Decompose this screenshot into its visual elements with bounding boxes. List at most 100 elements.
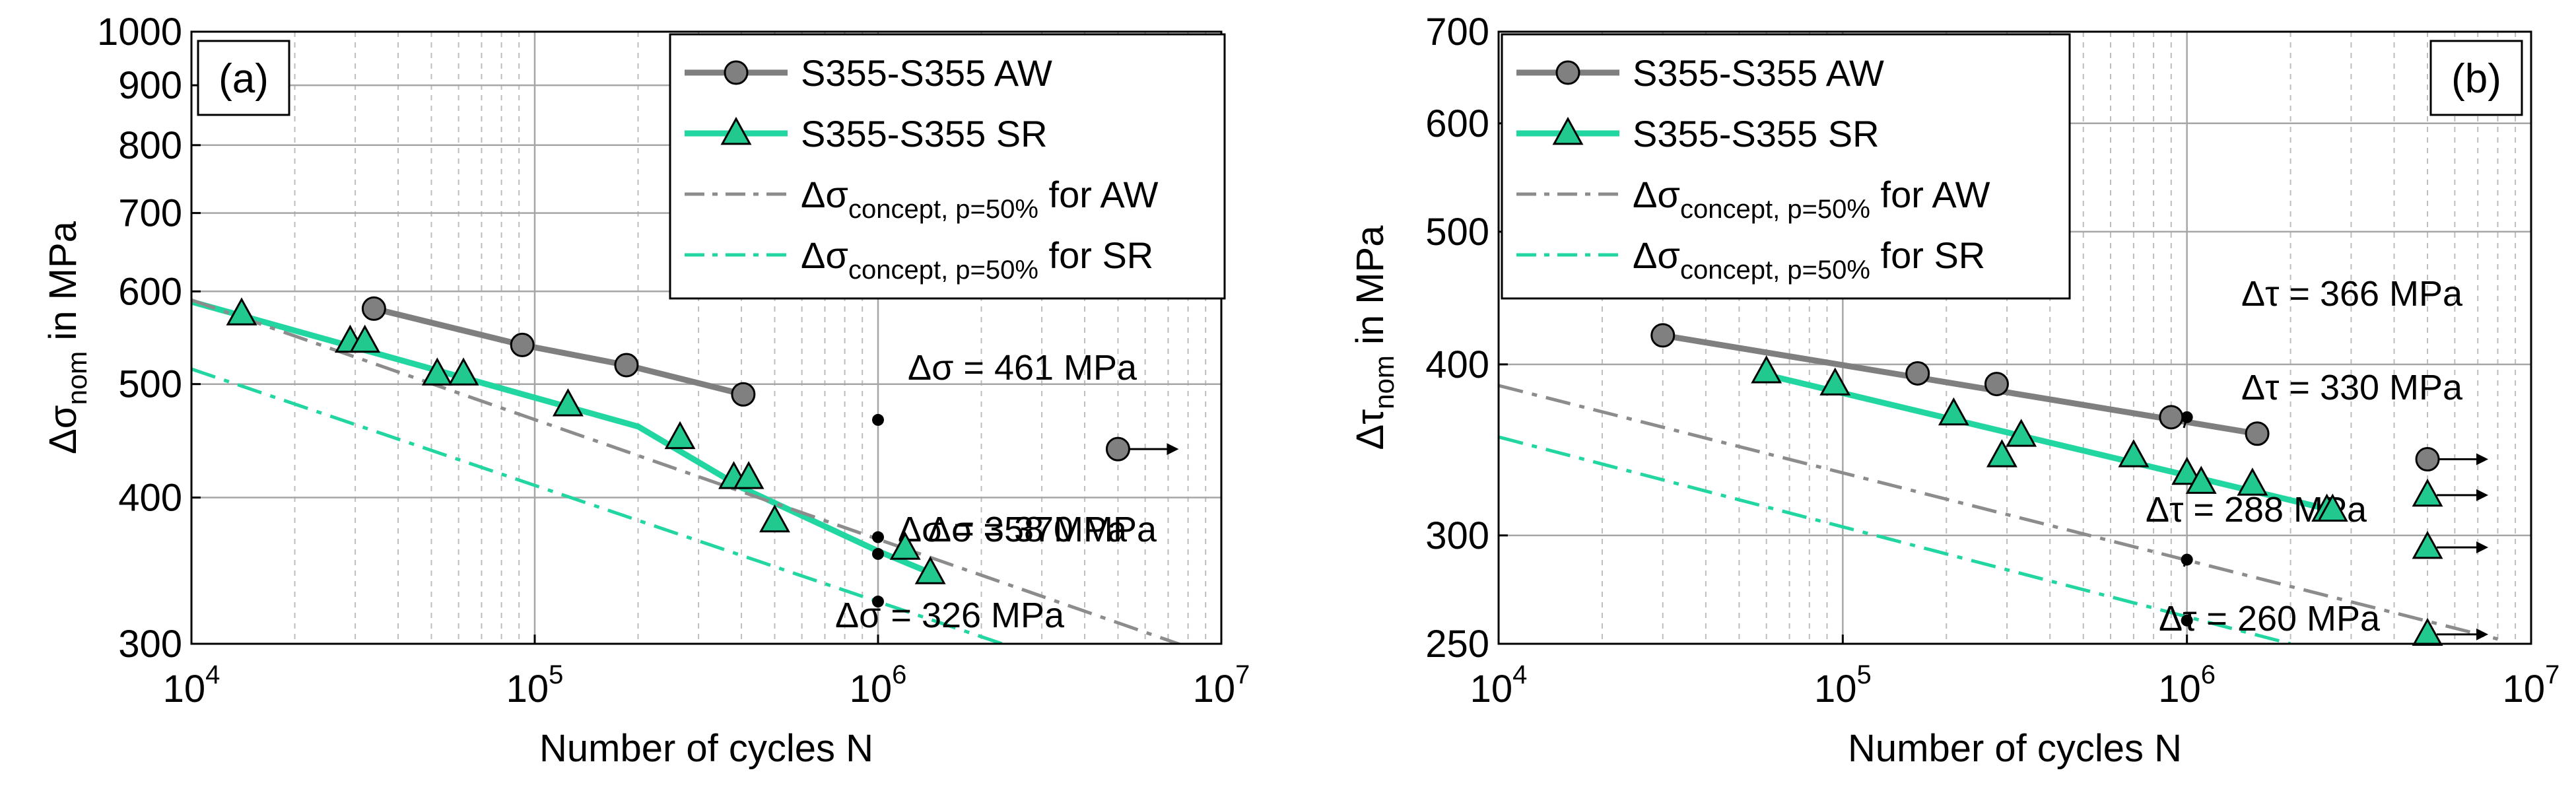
x-tick-exponent: 4 <box>205 660 220 689</box>
x-tick-label: 104 <box>163 660 220 710</box>
curve-aw-mean-curve <box>373 306 744 398</box>
legend-label-base: Δσ <box>1633 174 1680 215</box>
y-tick-label: 700 <box>118 192 182 235</box>
legend-label: Δσconcept, p=50% for SR <box>801 234 1153 285</box>
data-point <box>2245 421 2270 446</box>
legend-label-subscript: concept, p=50% <box>1680 256 1870 285</box>
x-tick-base: 10 <box>506 668 549 710</box>
x-tick-base: 10 <box>1470 668 1513 710</box>
curve-aw-concept-curve <box>191 298 1184 644</box>
data-series <box>1650 323 2489 646</box>
x-tick-label: 106 <box>2158 660 2216 710</box>
data-point <box>1105 436 1130 462</box>
y-tick-label: 250 <box>1425 623 1489 666</box>
y-axis-title-rest: in MPa <box>42 221 85 351</box>
x-tick-base: 10 <box>2158 668 2201 710</box>
legend-label: S355-S355 SR <box>1633 113 1880 155</box>
legend-label: S355-S355 AW <box>1633 52 1884 94</box>
data-point <box>2412 478 2443 507</box>
x-tick-label: 104 <box>1470 660 1528 710</box>
y-axis-title-base: Δσ <box>42 405 85 454</box>
legend-label-base: Δσ <box>1633 234 1680 276</box>
legend-swatch-marker <box>1552 116 1584 145</box>
annotation-label: Δτ = 260 MPa <box>2159 599 2381 639</box>
y-axis-title: Δτnom in MPa <box>1349 225 1400 450</box>
runout-arrow-head <box>2476 489 2489 501</box>
data-point <box>448 357 479 386</box>
y-tick-label: 600 <box>1425 102 1489 145</box>
legend-label: S355-S355 AW <box>801 52 1052 94</box>
legend-swatch-marker <box>724 60 749 85</box>
legend-label-rest: for SR <box>1038 234 1153 276</box>
y-tick-label: 300 <box>118 623 182 666</box>
annotation-label: Δτ = 366 MPa <box>2241 274 2463 314</box>
data-point <box>1984 372 2009 397</box>
y-tick-label: 500 <box>1425 211 1489 254</box>
legend-label: Δσconcept, p=50% for AW <box>801 174 1159 224</box>
y-tick-label: 1000 <box>97 11 182 53</box>
annotation-dot <box>872 596 884 608</box>
data-point <box>1650 323 1676 348</box>
legend-label: Δσconcept, p=50% for SR <box>1633 234 1985 285</box>
x-tick-label: 107 <box>1193 660 1250 710</box>
data-point <box>1938 397 1969 426</box>
curve-sr-mean-curve <box>1765 372 2334 514</box>
data-point <box>2412 617 2443 646</box>
x-tick-base: 10 <box>163 668 206 710</box>
annotation-dot <box>872 547 884 560</box>
data-point <box>2185 466 2217 494</box>
x-tick-base: 10 <box>2503 668 2546 710</box>
legend-label-subscript: concept, p=50% <box>1680 195 1870 224</box>
y-axis-title-subscript: nom <box>61 351 92 405</box>
curve-aw-mean-curve <box>1662 332 2258 437</box>
legend-label-rest: for AW <box>1038 174 1159 215</box>
data-point <box>2237 467 2268 496</box>
x-tick-label: 105 <box>506 660 564 710</box>
curves <box>1499 332 2499 644</box>
data-point <box>421 357 453 386</box>
legend-swatch-marker <box>1555 60 1580 85</box>
data-point <box>2317 493 2348 522</box>
data-point <box>889 532 921 560</box>
panel-label: (a) <box>219 56 269 102</box>
data-point <box>2412 530 2443 559</box>
annotation-label: Δσ = 370 MPa <box>928 510 1157 549</box>
x-tick-exponent: 6 <box>892 660 906 689</box>
y-axis-title-rest: in MPa <box>1349 225 1392 355</box>
data-point <box>914 556 946 584</box>
annotation-dot <box>2181 411 2193 423</box>
y-tick-label: 800 <box>118 124 182 167</box>
data-point <box>733 461 764 489</box>
annotation-label: Δτ = 330 MPa <box>2241 368 2463 407</box>
x-tick-exponent: 7 <box>1235 660 1250 689</box>
y-tick-label: 500 <box>118 363 182 406</box>
data-point <box>1986 439 2017 467</box>
data-point <box>349 324 381 353</box>
data-point <box>1751 355 1782 384</box>
x-tick-label: 106 <box>850 660 907 710</box>
x-tick-label: 107 <box>2503 660 2560 710</box>
x-axis-title: Number of cycles N <box>1848 727 2182 770</box>
legend-box <box>669 33 1226 300</box>
runout-arrow-head <box>1167 443 1179 456</box>
data-point <box>2415 447 2440 472</box>
data-point <box>664 421 696 450</box>
data-point <box>614 353 639 378</box>
annotation-label: Δσ = 326 MPa <box>835 596 1065 635</box>
annotation-dot <box>2181 614 2193 627</box>
y-axis-title-base: Δτ <box>1349 409 1392 450</box>
curve-sr-concept-curve <box>191 367 1003 644</box>
x-tick-exponent: 7 <box>2545 660 2559 689</box>
data-point <box>1819 367 1851 396</box>
panel-label-box <box>197 40 290 116</box>
data-point <box>759 504 790 533</box>
legend-label: Δσconcept, p=50% for AW <box>1633 174 1990 224</box>
x-tick-base: 10 <box>1814 668 1857 710</box>
data-point <box>731 382 756 407</box>
x-tick-exponent: 5 <box>1856 660 1871 689</box>
legend-label-rest: for AW <box>1870 174 1990 215</box>
y-tick-label: 400 <box>1425 343 1489 386</box>
